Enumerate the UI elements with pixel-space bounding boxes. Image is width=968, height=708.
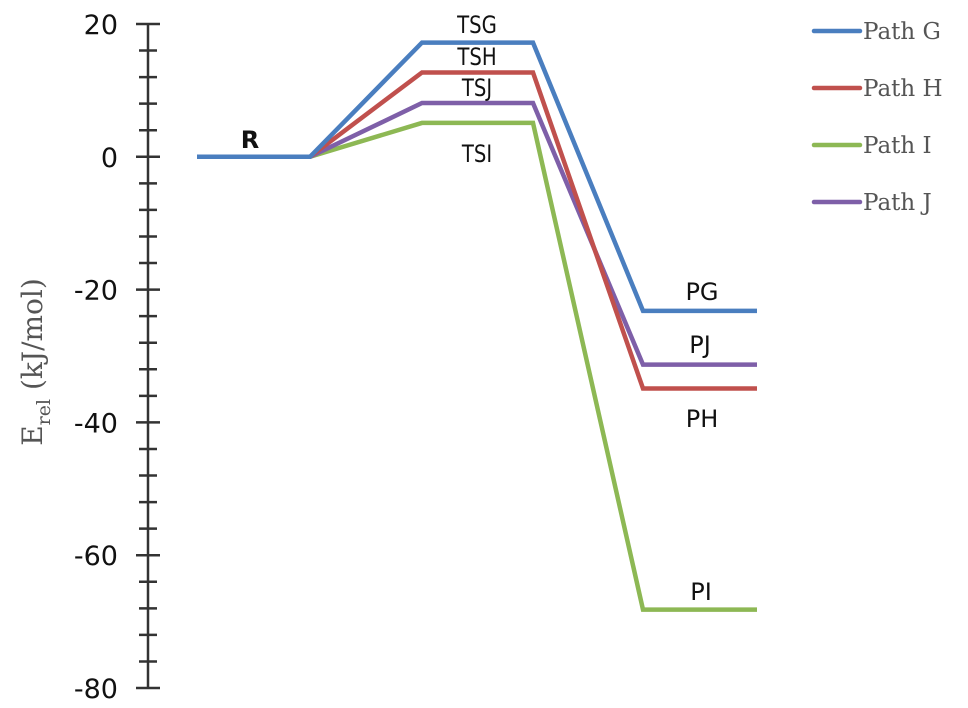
y-tick-label: -60 <box>74 541 118 572</box>
legend-label: Path G <box>863 19 941 45</box>
y-tick-label: 0 <box>101 143 118 174</box>
ylabel-sub: rel <box>33 399 55 425</box>
y-tick-label: -40 <box>74 408 118 439</box>
series-lines <box>197 40 757 612</box>
state-label-ph: PH <box>686 405 719 433</box>
legend-label: Path J <box>863 190 932 216</box>
series-line-path-h <box>197 70 757 391</box>
ylabel-main: E <box>16 425 49 445</box>
legend-item-path-g: Path G <box>811 19 941 45</box>
legend-label: Path I <box>863 133 932 159</box>
y-axis-label: Erel (kJ/mol) <box>16 278 55 446</box>
y-axis: 20 0 -20 -40 -60 -80 <box>74 10 160 705</box>
series-line-path-g <box>197 40 757 314</box>
state-label-tsg: TSG <box>456 12 497 39</box>
svg-text:Erel (kJ/mol): Erel (kJ/mol) <box>16 278 55 446</box>
legend-label: Path H <box>863 76 943 102</box>
y-tick-label: -80 <box>74 674 118 705</box>
ylabel-unit: (kJ/mol) <box>16 278 49 399</box>
y-tick-label: -20 <box>74 276 118 307</box>
legend-item-path-j: Path J <box>811 190 932 216</box>
y-tick-label: 20 <box>84 10 118 41</box>
state-label-r: R <box>241 126 259 154</box>
state-labels: R TSG TSH TSJ TSI PG PJ PH PI <box>241 12 719 606</box>
state-label-pi: PI <box>690 578 712 606</box>
legend-item-path-i: Path I <box>811 133 932 159</box>
state-label-pg: PG <box>685 278 718 306</box>
legend-item-path-h: Path H <box>811 76 943 102</box>
state-label-tsj: TSJ <box>461 75 492 102</box>
state-label-tsh: TSH <box>456 44 496 71</box>
state-label-pj: PJ <box>689 331 711 359</box>
state-label-tsi: TSI <box>461 141 492 168</box>
legend: Path G Path H Path I Path J <box>811 19 943 216</box>
